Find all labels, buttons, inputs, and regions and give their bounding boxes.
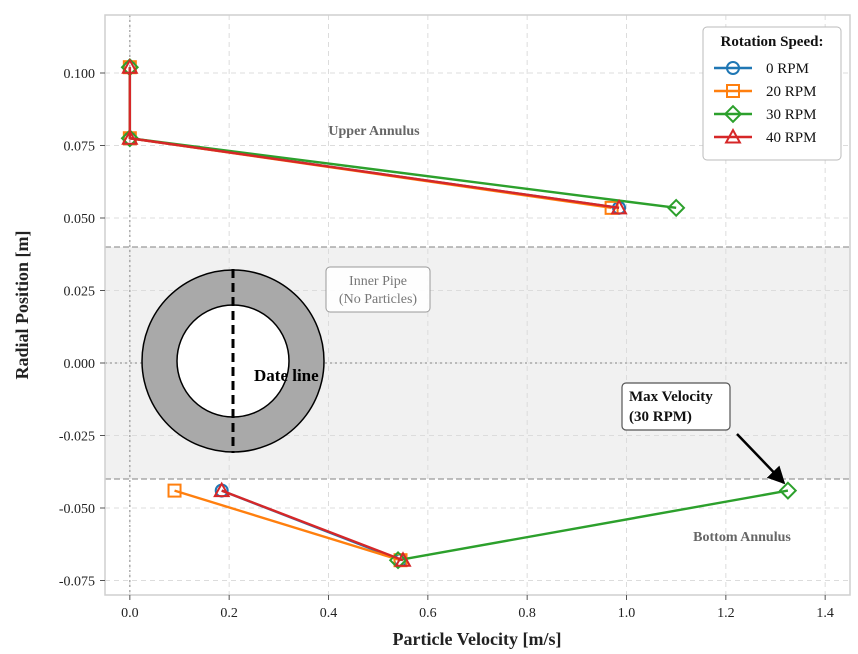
x-tick-label: 0.2 (220, 606, 238, 621)
y-tick-label: 0.100 (64, 67, 96, 82)
x-tick-label: 1.4 (816, 606, 834, 621)
data-point-30-rpm (120, 129, 140, 148)
data-point-30-rpm (778, 481, 798, 500)
max-velocity-annotation: Max Velocity (30 RPM) (621, 382, 786, 485)
series (120, 57, 798, 570)
date-line-label: Date line (254, 366, 319, 385)
data-point-30-rpm (666, 198, 686, 218)
data-point-30-rpm (388, 550, 408, 570)
inner-pipe-annotation: Inner Pipe (No Particles) (325, 266, 431, 313)
x-tick-label: 1.2 (717, 606, 735, 621)
max-velocity-label: Max Velocity (629, 389, 713, 405)
data-point-20-rpm (167, 483, 182, 498)
y-tick-label: -0.075 (59, 575, 95, 590)
x-tick-label: 0.8 (518, 606, 536, 621)
legend-marker-0-rpm (726, 61, 740, 75)
x-axis-label: Particle Velocity [m/s] (393, 629, 562, 649)
y-tick-label: -0.025 (59, 430, 95, 445)
plot-frame (104, 14, 851, 596)
series-line-40-rpm-upper (128, 67, 620, 210)
data-point-40-rpm (213, 481, 231, 498)
legend-label-30-rpm: 30 RPM (766, 107, 816, 123)
bottom-annulus-label: Bottom Annulus (693, 530, 791, 545)
data-point-40-rpm (121, 129, 139, 145)
series-line-30-rpm-lower (397, 489, 789, 562)
upper-annulus-label: Upper Annulus (328, 124, 420, 139)
inner-pipe-sublabel: (No Particles) (339, 292, 417, 307)
legend-label-40-rpm: 40 RPM (766, 130, 816, 146)
x-tick-label: 0.6 (419, 606, 437, 621)
max-velocity-sublabel: (30 RPM) (629, 409, 692, 425)
axis-ticks: 0.0 0.2 0.4 0.6 0.8 1.0 1.2 1.4 0.100 0.075 0.050 0… (59, 67, 834, 621)
legend: Rotation Speed: 0 RPM 20 RPM 30 RPM 40 RPM (702, 26, 842, 161)
legend-title: Rotation Speed: (721, 34, 824, 50)
inner-pipe-label-box (325, 266, 431, 313)
legend-marker-20-rpm (726, 84, 740, 98)
legend-entries: 0 RPM 20 RPM 30 RPM 40 RPM (714, 61, 816, 146)
max-velocity-box (621, 382, 731, 431)
legend-label-20-rpm: 20 RPM (766, 84, 816, 100)
x-tick-label: 1.0 (618, 606, 636, 621)
inner-pipe-label: Inner Pipe (349, 274, 407, 289)
legend-label-0-rpm: 0 RPM (766, 61, 809, 77)
series-line-20-rpm-lower (174, 489, 401, 562)
y-tick-label: 0.025 (64, 285, 96, 300)
max-velocity-arrow (736, 433, 786, 485)
y-tick-label: 0.000 (64, 357, 96, 372)
legend-marker-30-rpm (723, 104, 743, 124)
legend-box (702, 26, 842, 161)
legend-marker-40-rpm (724, 128, 742, 144)
series-line-40-rpm-lower (221, 489, 404, 562)
pipe-cross-section: Date line (141, 269, 325, 453)
data-point-40-rpm (121, 58, 139, 74)
y-tick-label: 0.075 (64, 140, 96, 155)
y-tick-label: -0.050 (59, 502, 95, 517)
x-tick-label: 0.4 (320, 606, 338, 621)
x-tick-label: 0.0 (121, 606, 139, 621)
data-point-40-rpm (394, 551, 412, 567)
data-point-40-rpm (610, 198, 628, 215)
y-tick-label: 0.050 (64, 212, 96, 227)
y-axis-label: Radial Position [m] (12, 230, 32, 379)
series-40-rpm (121, 58, 628, 567)
